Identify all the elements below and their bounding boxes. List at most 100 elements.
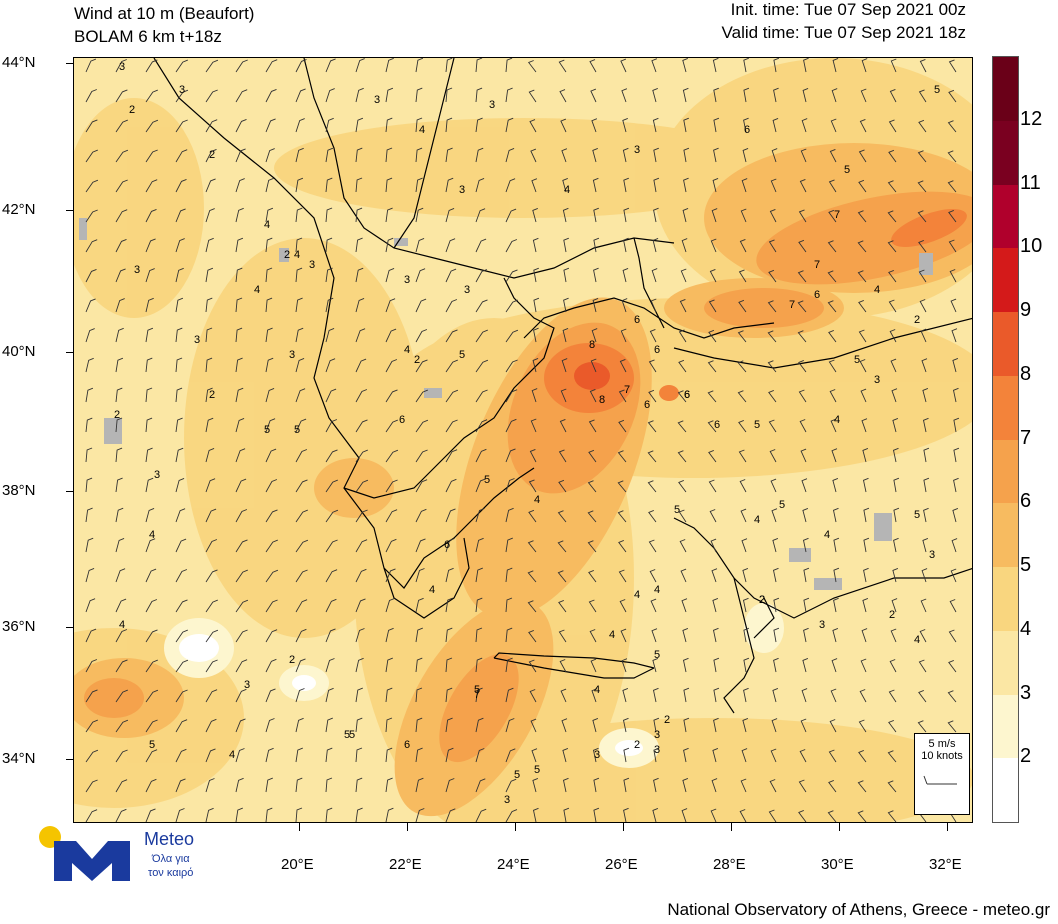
wind-barb (948, 629, 957, 643)
wind-barb (355, 717, 363, 733)
wind-barb (652, 87, 658, 103)
wind-barb (560, 688, 567, 703)
wind-barb (592, 717, 599, 733)
legend-label: 9 (1020, 299, 1032, 321)
beaufort-contour-label: 6 (684, 389, 690, 401)
wind-barb (475, 508, 485, 523)
wind-barb (653, 747, 660, 763)
wind-barb (772, 687, 779, 703)
logo-tagline-2: τον καιρό (148, 867, 194, 879)
wind-barb (949, 269, 957, 283)
wind-barb (858, 179, 867, 193)
lon-tick (299, 823, 300, 831)
wind-barb (235, 448, 246, 463)
wind-barb (475, 269, 488, 283)
wind-barb (475, 87, 483, 103)
wind-barb (771, 148, 778, 163)
wind-barb (295, 449, 308, 463)
wind-barb (952, 357, 959, 373)
beaufort-contour-label: 4 (754, 514, 760, 526)
wind-barb (355, 628, 365, 643)
wind-barb (235, 599, 249, 613)
wind-barb (295, 539, 309, 553)
wind-barb (559, 89, 567, 103)
wind-barb (415, 207, 424, 223)
wind-barb (445, 299, 458, 313)
wind-barb (355, 568, 367, 583)
beaufort-contour-label: 6 (444, 539, 450, 551)
wind-barb (295, 807, 303, 822)
wind-barb (708, 479, 717, 493)
wind-barb (475, 597, 483, 613)
wind-barb (652, 807, 659, 822)
wind-barb (415, 717, 423, 733)
wind-barb (920, 598, 927, 613)
legend-swatch (993, 120, 1018, 185)
wind-barb (355, 58, 365, 73)
wind-barb (505, 178, 516, 193)
wind-barb (175, 149, 188, 163)
wind-barb (617, 450, 627, 463)
wind-barb (861, 418, 868, 433)
wind-barb (205, 357, 213, 373)
wind-barb (827, 240, 837, 253)
lon-tick (623, 823, 624, 831)
wind-barb (533, 327, 539, 343)
wind-barb (505, 657, 513, 673)
wind-barb (325, 58, 336, 73)
wind-barb (680, 268, 687, 283)
wind-barb (205, 807, 214, 822)
beaufort-contour-label: 3 (179, 84, 185, 96)
wind-barb (653, 207, 659, 223)
lon-label-22: 22°E (389, 856, 422, 873)
wind-barb (593, 207, 599, 223)
lon-tick (407, 823, 408, 831)
wind-barb (355, 509, 368, 523)
wind-barb (619, 358, 627, 373)
wind-barb (265, 207, 274, 223)
wind-barb (175, 508, 186, 523)
wind-barb (531, 178, 538, 193)
wind-barb (505, 567, 513, 583)
wind-barb (385, 568, 396, 583)
wind-barb (445, 627, 453, 643)
wind-barb (770, 478, 777, 493)
wind-barb (85, 328, 95, 343)
wind-barb (923, 477, 930, 493)
wind-barb (175, 659, 189, 673)
wind-barb (591, 118, 598, 133)
wind-barb (415, 117, 423, 133)
wind-barb (145, 89, 158, 103)
wind-barb (862, 447, 869, 463)
wind-barb (85, 507, 93, 523)
wind-barb (325, 358, 336, 373)
wind-barb (445, 508, 456, 523)
wind-barb (803, 597, 810, 613)
wind-barb (800, 148, 807, 163)
wind-barb (145, 749, 158, 763)
wind-barb (115, 629, 128, 643)
wind-barb (205, 297, 213, 313)
wind-barb (888, 149, 897, 163)
beaufort-contour-label: 5 (349, 729, 355, 741)
wind-barb (772, 537, 779, 553)
wind-barb (558, 629, 567, 643)
wind-barb (798, 209, 807, 223)
wind-barb (325, 449, 338, 463)
wind-barb (115, 268, 126, 283)
wind-barb (773, 58, 780, 73)
wind-barb (385, 419, 398, 433)
wind-barb (475, 627, 483, 643)
wind-barb (653, 717, 660, 733)
wind-barb (85, 357, 94, 373)
wind-barb (475, 778, 486, 793)
wind-barb (85, 779, 98, 793)
lon-label-28: 28°E (713, 856, 746, 873)
wind-barb (921, 358, 928, 373)
wind-barb (295, 147, 304, 163)
wind-barb (355, 687, 363, 703)
wind-barb (265, 777, 273, 793)
wind-barb (415, 479, 428, 493)
wind-barb (145, 327, 154, 343)
wind-barb (712, 177, 719, 193)
